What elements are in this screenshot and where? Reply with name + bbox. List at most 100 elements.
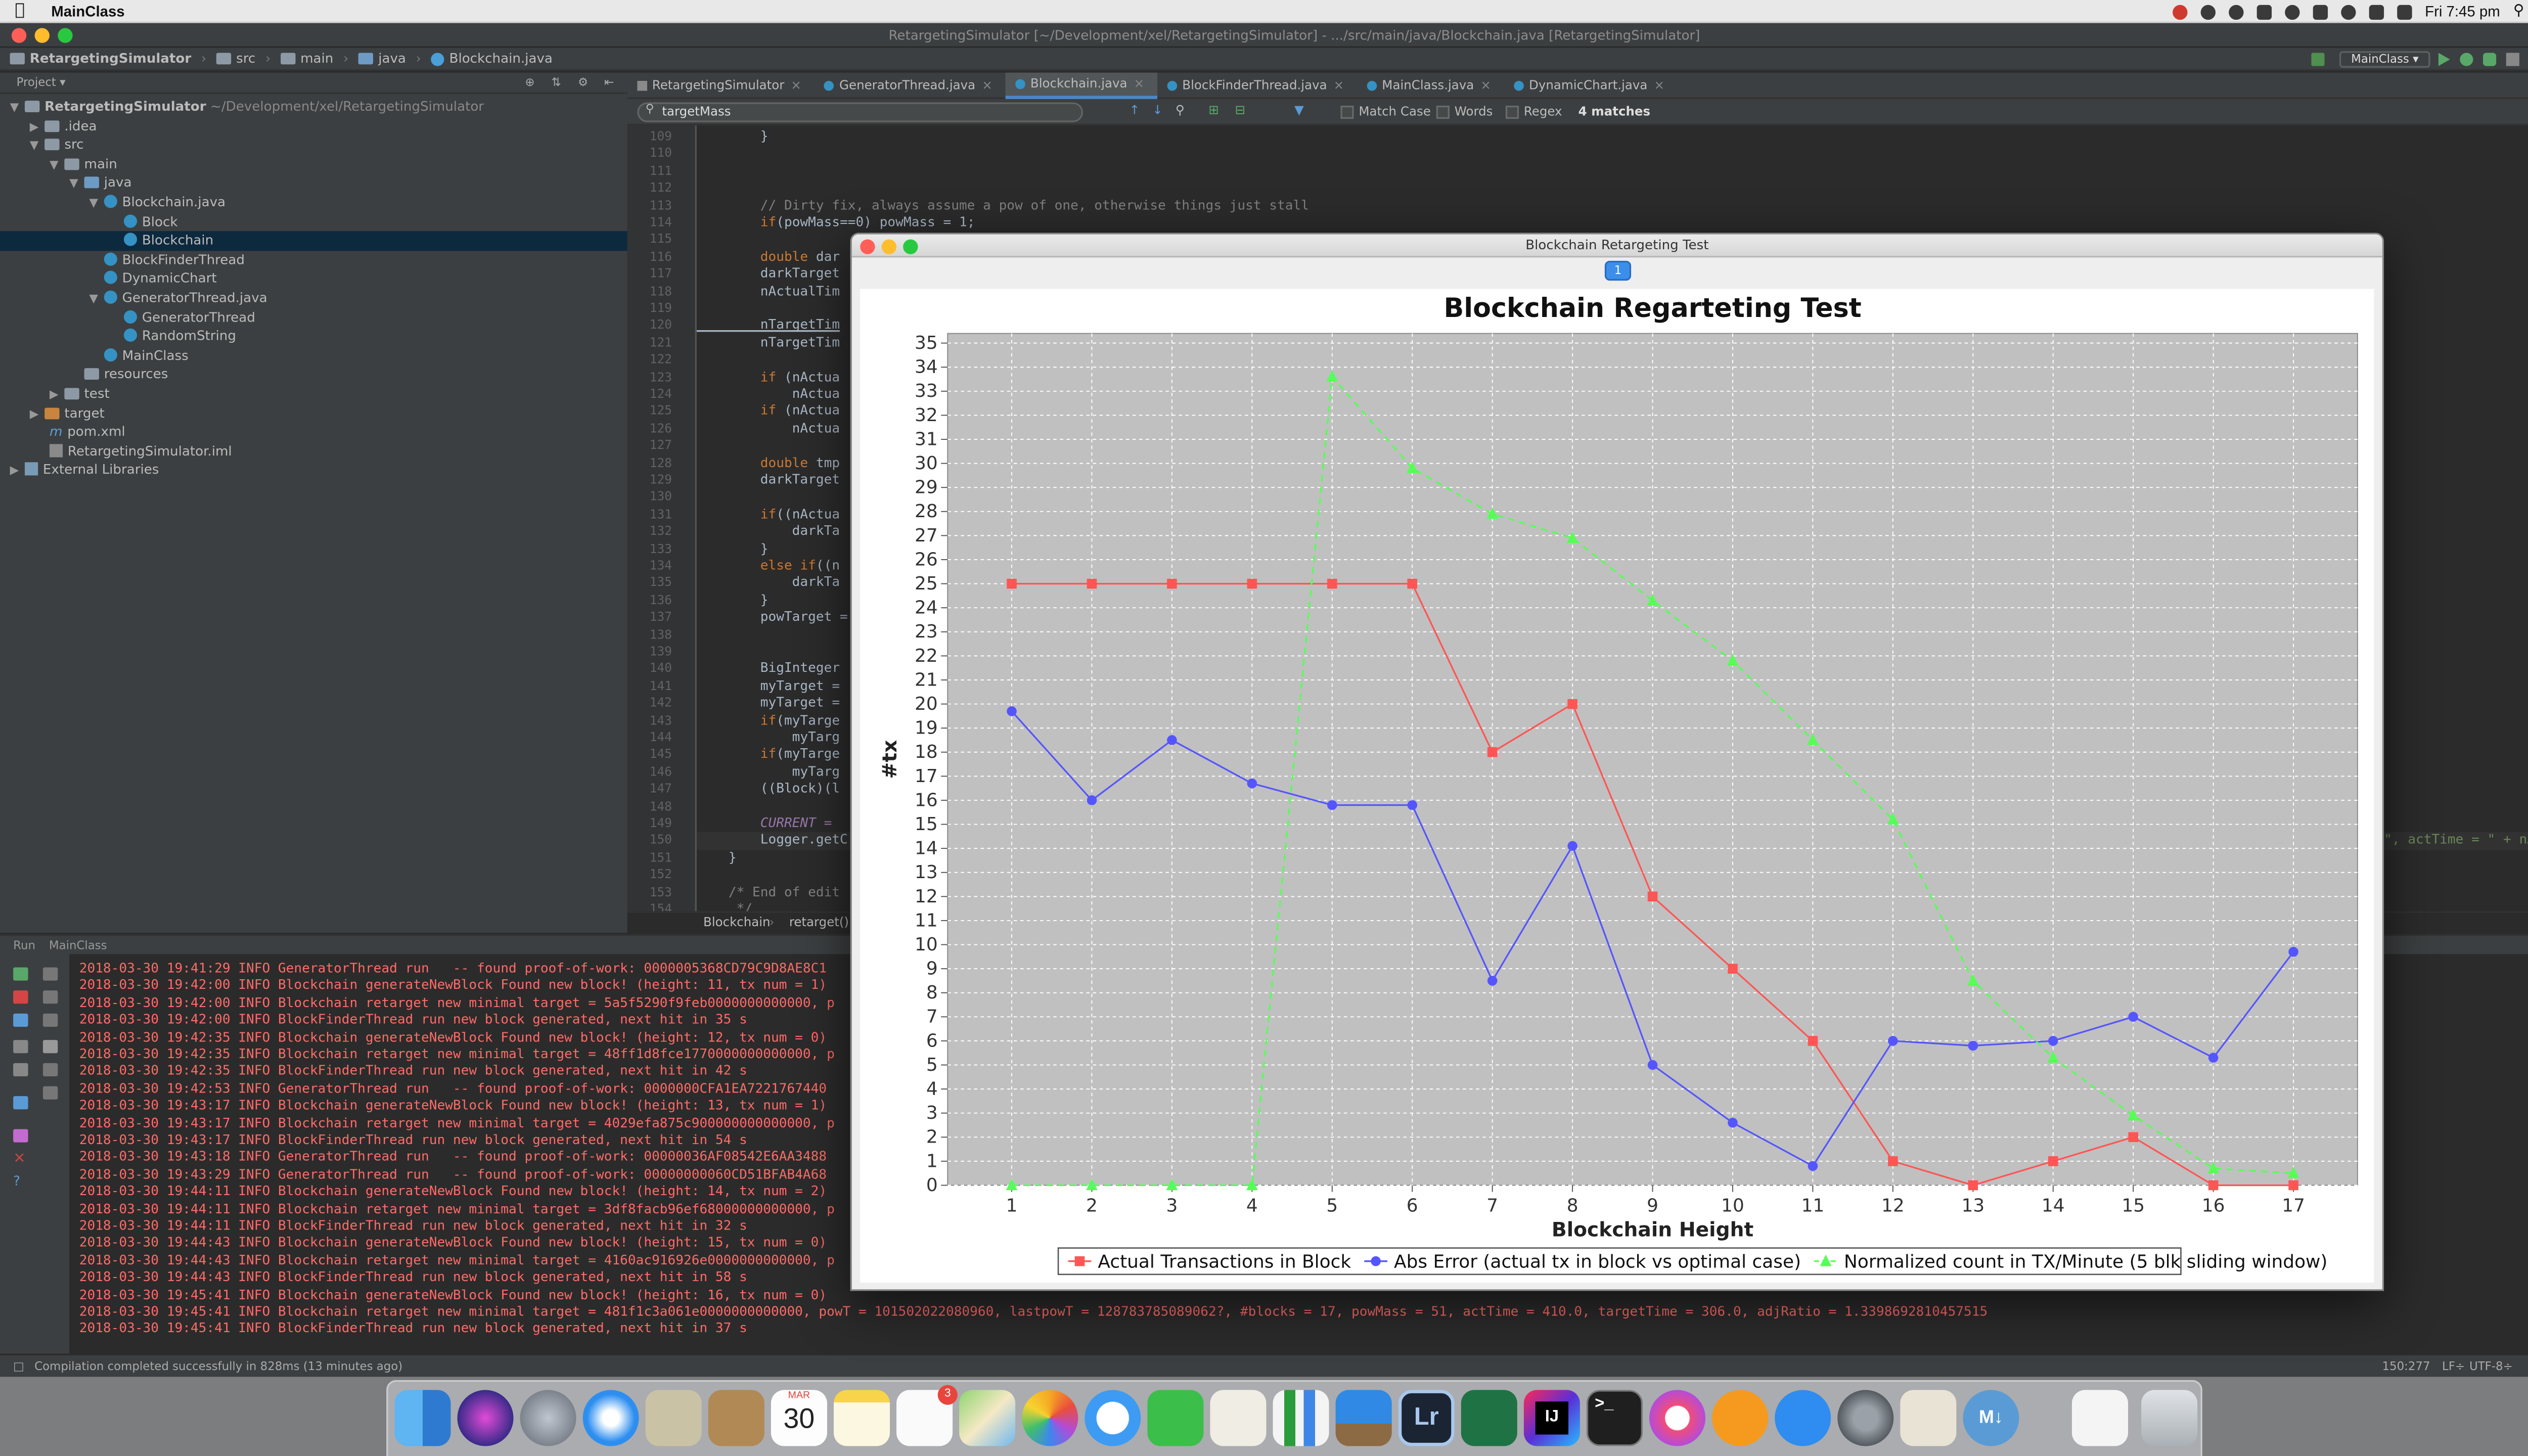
debug-icon[interactable] — [2460, 53, 2473, 66]
lightroom-icon[interactable]: Lr — [1398, 1390, 1455, 1446]
calendar-icon[interactable]: MAR 30 — [771, 1390, 827, 1446]
status-icon[interactable]: □ — [13, 1360, 24, 1374]
maps-icon[interactable] — [959, 1390, 1016, 1446]
markdown-editor-icon[interactable]: M↓ — [1963, 1390, 2019, 1446]
pin-icon[interactable] — [13, 1129, 28, 1143]
tray-time-machine-icon[interactable] — [2284, 4, 2299, 19]
minimize-window-button[interactable] — [34, 28, 50, 43]
layout-icon[interactable] — [13, 1096, 28, 1110]
close-window-button[interactable] — [860, 239, 875, 254]
close-icon[interactable]: × — [1333, 77, 1344, 93]
tray-volume-icon[interactable] — [2369, 4, 2384, 19]
trash-icon[interactable] — [2141, 1390, 2198, 1446]
tray-battery-icon[interactable] — [2397, 4, 2412, 19]
facetime-icon[interactable] — [1147, 1390, 1204, 1446]
print-icon[interactable] — [42, 1063, 58, 1076]
active-app-name[interactable]: MainClass — [41, 2, 124, 19]
itunes-icon[interactable] — [1649, 1390, 1706, 1446]
breadcrumb-src[interactable]: src › — [216, 51, 270, 66]
find-in-path-icon[interactable]: ⚲ — [1175, 102, 1185, 117]
breadcrumb-project[interactable]: RetargetingSimulator › — [10, 51, 207, 66]
line-separator[interactable]: LF÷ — [2442, 1360, 2465, 1374]
tab-retargetingsimulator[interactable]: RetargetingSimulator × — [627, 73, 815, 99]
tree-item-project-root[interactable]: ▼ RetargetingSimulator ~/Development/xel/… — [10, 99, 484, 114]
documents-folder-icon[interactable] — [2071, 1390, 2128, 1446]
excel-icon[interactable] — [1461, 1390, 1517, 1446]
add-occurrence-icon[interactable]: ⊞ — [1208, 102, 1219, 117]
tray-display-icon[interactable] — [2313, 4, 2328, 19]
chart-window-titlebar[interactable]: Blockchain Retargeting Test — [851, 234, 2382, 258]
tree-item-java[interactable]: ▼ java — [69, 175, 132, 191]
menubar-clock[interactable]: Fri 7:45 pm — [2425, 3, 2500, 20]
file-encoding[interactable]: UTF-8÷ — [2469, 1360, 2513, 1374]
mail-icon[interactable] — [645, 1390, 702, 1446]
code-breadcrumb-method[interactable]: retarget() — [789, 914, 849, 930]
tree-item-main[interactable]: ▼ main — [49, 156, 117, 171]
app-store-icon[interactable] — [1775, 1390, 1831, 1446]
tray-wifi-icon[interactable] — [2340, 4, 2356, 19]
tree-item-pom-xml[interactable]: m pom.xml — [49, 424, 125, 440]
photos-icon[interactable] — [1022, 1390, 1078, 1446]
tree-item-idea[interactable]: ▶ .idea — [29, 118, 97, 133]
code-breadcrumb-class[interactable]: Blockchain — [703, 914, 771, 930]
tab-dynamicchart[interactable]: DynamicChart.java × — [1504, 73, 1678, 99]
scroll-up-icon[interactable] — [42, 967, 58, 981]
notes-icon[interactable] — [833, 1390, 890, 1446]
reminders-icon[interactable]: 3 — [896, 1385, 958, 1446]
tray-info-icon[interactable] — [2228, 4, 2243, 19]
scroll-to-end-icon[interactable] — [42, 1040, 58, 1054]
tree-item-block[interactable]: Block — [0, 212, 627, 232]
tree-item-src[interactable]: ▼ src — [29, 137, 84, 153]
siri-icon[interactable] — [457, 1390, 514, 1446]
pause-icon[interactable] — [13, 1013, 28, 1027]
tab-mainclass[interactable]: MainClass.java × — [1357, 73, 1504, 99]
prev-match-icon[interactable]: ↑ — [1129, 102, 1140, 117]
status-message[interactable]: Compilation completed successfully in 82… — [34, 1360, 403, 1374]
close-icon[interactable]: × — [791, 77, 801, 93]
close-icon[interactable]: × — [1480, 77, 1491, 93]
zoom-window-button[interactable] — [903, 239, 918, 254]
tree-item-test[interactable]: ▶ test — [49, 386, 110, 401]
dump-threads-icon[interactable] — [13, 1040, 28, 1054]
tree-item-dynamicchart[interactable]: DynamicChart — [0, 270, 627, 289]
rerun-icon[interactable] — [13, 967, 28, 981]
regex-checkbox[interactable]: Regex — [1505, 104, 1562, 119]
close-icon[interactable]: × — [13, 1150, 26, 1167]
minimize-window-button[interactable] — [881, 239, 897, 254]
textedit-icon[interactable] — [1210, 1390, 1267, 1446]
tree-item-generatorthread-java[interactable]: ▼ GeneratorThread.java — [89, 290, 267, 306]
breadcrumb-file[interactable]: Blockchain.java — [431, 51, 553, 66]
tree-item-blockchain-java[interactable]: ▼ Blockchain.java — [89, 195, 226, 210]
close-icon[interactable]: × — [1654, 77, 1665, 93]
safari-icon[interactable] — [582, 1390, 639, 1446]
system-preferences-icon[interactable] — [1837, 1390, 1894, 1446]
close-icon[interactable]: × — [1134, 76, 1145, 91]
tree-item-external-libraries[interactable]: ▶ External Libraries — [10, 463, 159, 478]
tree-item-iml[interactable]: RetargetingSimulator.iml — [0, 442, 627, 461]
collapse-icon[interactable]: ⇅ — [551, 76, 561, 89]
run-icon[interactable] — [2438, 53, 2450, 66]
clear-all-icon[interactable] — [42, 1086, 58, 1100]
tree-item-generatorthread[interactable]: GeneratorThread — [0, 308, 627, 327]
filter-icon[interactable]: ▼ — [1294, 102, 1304, 117]
chart-action-button[interactable]: 1 — [1604, 260, 1632, 281]
words-checkbox[interactable]: Words — [1436, 104, 1493, 119]
tab-generatorthread[interactable]: GeneratorThread.java × — [815, 73, 1006, 99]
breadcrumb-main[interactable]: main › — [280, 51, 348, 66]
help-icon[interactable]: ? — [13, 1173, 20, 1189]
build-icon[interactable] — [2311, 53, 2325, 66]
tray-grid-icon[interactable] — [2256, 4, 2272, 19]
profile-icon[interactable] — [2506, 53, 2519, 66]
messages-icon[interactable] — [1085, 1390, 1141, 1446]
finder-icon[interactable] — [394, 1390, 451, 1446]
spotlight-icon[interactable]: ⚲ — [2513, 3, 2524, 20]
hide-panel-icon[interactable]: ⇤ — [604, 76, 614, 89]
tray-app-icon[interactable] — [2172, 4, 2187, 19]
close-window-button[interactable] — [11, 28, 27, 43]
terminal-icon[interactable]: >_ — [1586, 1390, 1643, 1446]
tree-item-randomstring[interactable]: RandomString — [0, 327, 627, 346]
zoom-window-button[interactable] — [58, 28, 73, 43]
settings-icon[interactable] — [13, 1063, 28, 1076]
contacts-icon[interactable] — [708, 1390, 764, 1446]
tree-item-blockfinderthread[interactable]: BlockFinderThread — [0, 251, 627, 270]
